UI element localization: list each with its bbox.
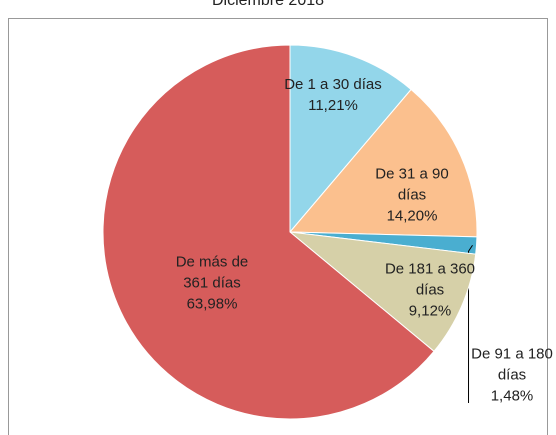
chart-title: Diciembre 2018 [211,0,325,9]
pie-slice [288,231,477,353]
label-part: De 31 a 90 días [375,165,449,204]
label-part: De 181 a 360 días [384,260,476,299]
pie-slice [102,44,435,420]
chart-frame [8,18,548,435]
label-part: 63,98% [186,295,238,313]
slice-label: De 91 a 180 días 1,48% [462,344,556,407]
label-part: 1,48% [490,387,534,405]
pie-slice [289,44,412,234]
pie-slice [288,88,478,238]
label-part: De 1 a 30 días [284,76,382,93]
label-part: 14,20% [386,207,438,225]
slice-label: De más de 361 días 63,98% [162,252,262,315]
slice-label: De 31 a 90 días 14,20% [362,164,462,227]
slice-label: De 181 a 360 días 9,12% [380,259,480,322]
label-part: De más de 361 días [175,253,249,292]
slice-label: De 1 a 30 días 11,21% [283,74,383,116]
label-part: De 91 a 180 días [471,345,553,384]
label-part: 11,21% [308,97,358,114]
leader-line [468,244,473,403]
label-part: 9,12% [408,302,452,320]
